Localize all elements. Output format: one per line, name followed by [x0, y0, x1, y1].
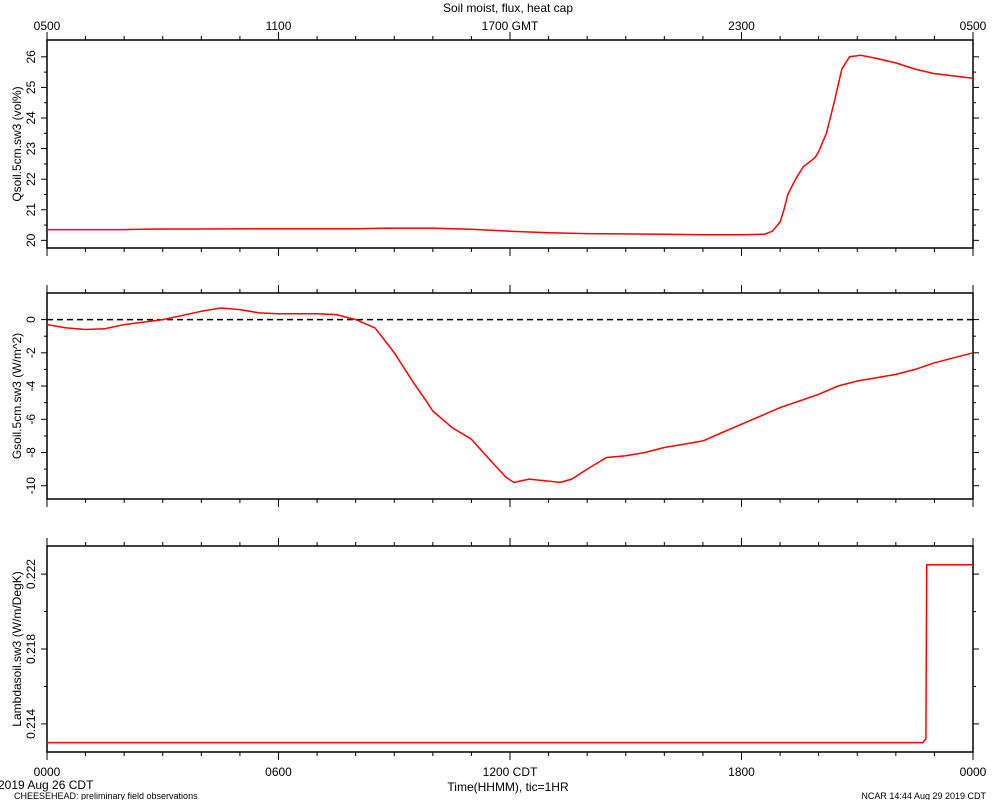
- series-line: [46, 307, 974, 484]
- y-tick-label: 20: [24, 233, 38, 247]
- chart-title: Soil moist, flux, heat cap: [443, 1, 573, 15]
- y-tick-label: 22: [24, 172, 38, 186]
- y-tick-label: -6: [24, 414, 38, 425]
- x-axis-label: Time(HHMM), tic=1HR: [447, 780, 569, 794]
- top-tick-label: 1100: [266, 19, 292, 33]
- y-tick-label: 0.214: [24, 709, 38, 739]
- top-tick-label: 2300: [728, 19, 755, 33]
- y-tick-label: 0: [24, 316, 38, 323]
- plot-frame: [46, 39, 974, 249]
- y-tick-label: 0.218: [24, 634, 38, 664]
- series-line: [47, 563, 973, 744]
- y-tick-label: 21: [24, 203, 38, 217]
- y-axis-label: Gsoil.5cm.sw3 (W/m^2): [10, 333, 24, 459]
- y-tick-label: 0.222: [24, 559, 38, 589]
- top-tick-label: 0500: [34, 19, 61, 33]
- y-tick-label: 23: [24, 142, 38, 156]
- top-axis-tick-labels: 0500 1100 1700 GMT 2300 0500: [34, 19, 987, 33]
- y-tick-label: -10: [24, 477, 38, 495]
- y-tick-label: -4: [24, 380, 38, 391]
- soil-heat-flux-panel: 0 -2 -4 -6 -8 -10 Gsoil.5cm.sw3 (W/m^2): [10, 285, 979, 507]
- top-tick-label: 0500: [960, 19, 987, 33]
- footer-right: NCAR 14:44 Aug 29 2019 CDT: [861, 791, 986, 800]
- bottom-tick-label: 0000: [34, 765, 61, 779]
- plot-frame: [46, 292, 974, 500]
- date-label: 2019 Aug 26 CDT: [0, 778, 94, 792]
- bottom-tick-label: 1200 CDT: [483, 765, 538, 779]
- bottom-axis-tick-labels: 0000 0600 1200 CDT 1800 0000: [34, 765, 987, 779]
- series-line: [47, 54, 974, 236]
- y-tick-label: -2: [24, 347, 38, 358]
- y-tick-label: 26: [24, 50, 38, 64]
- y-tick-label: -8: [24, 447, 38, 458]
- footer-left: CHEESEHEAD: preliminary field observatio…: [14, 791, 198, 800]
- bottom-tick-label: 0000: [960, 765, 987, 779]
- top-tick-label: 1700 GMT: [482, 19, 539, 33]
- plot-frame: [46, 545, 974, 753]
- y-axis-label: Lambdasoil.sw3 (W/m/DegK): [10, 571, 24, 726]
- bottom-tick-label: 0600: [265, 765, 292, 779]
- y-axis-label: Qsoil.5cm.sw3 (vol%): [10, 86, 24, 201]
- y-tick-label: 24: [24, 111, 38, 125]
- soil-moisture-panel: 20 21 22 23 24 25 26 Qsoil.5cm.sw3 (vol%): [10, 32, 979, 256]
- y-tick-label: 25: [24, 80, 38, 94]
- bottom-tick-label: 1800: [728, 765, 755, 779]
